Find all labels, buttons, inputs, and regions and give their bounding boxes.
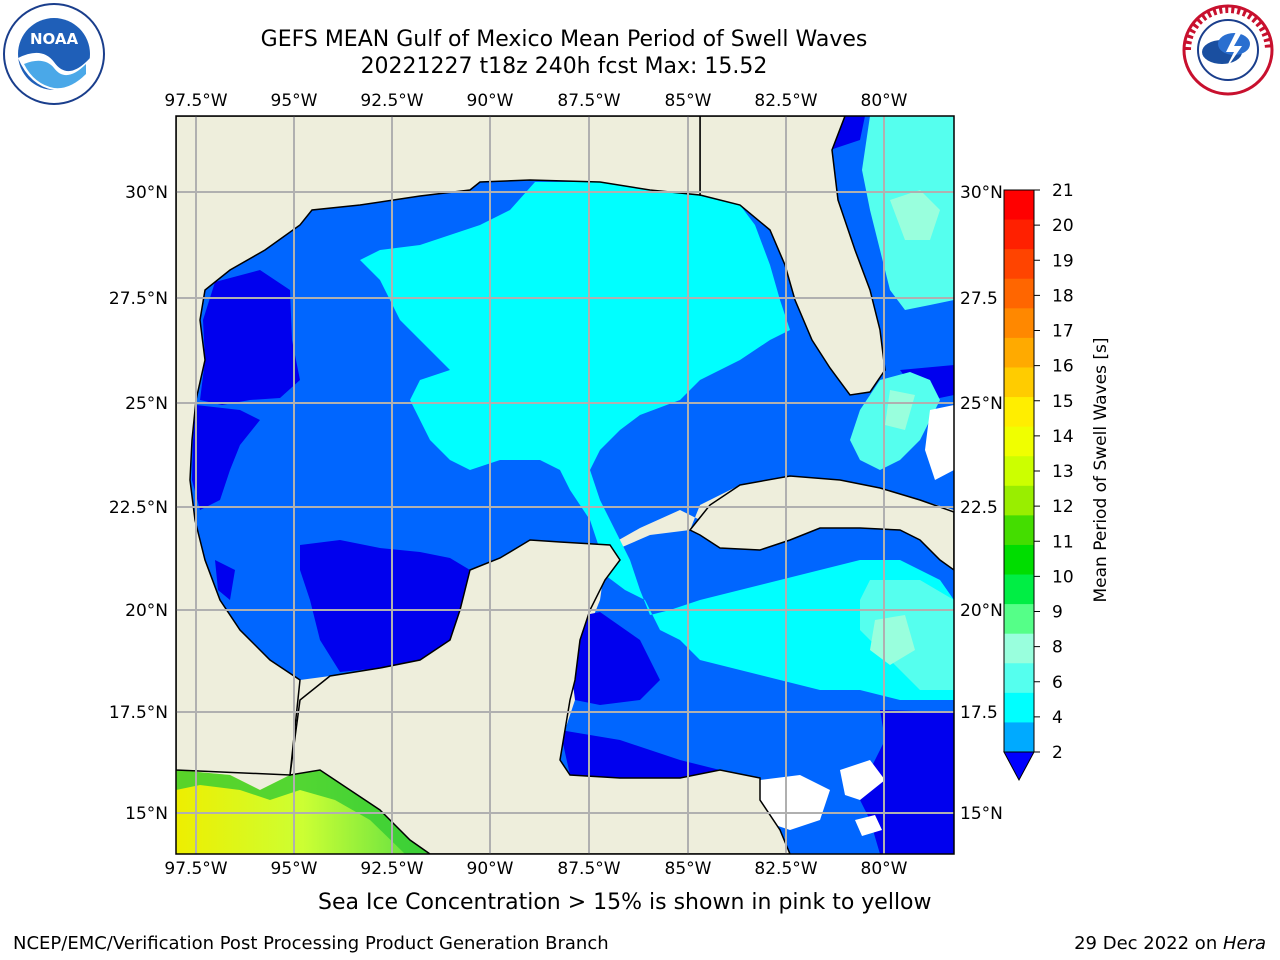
lat-label: 15°N: [960, 804, 1003, 824]
lat-label: 17.5°N: [109, 703, 168, 723]
colorbar-swatch: [1004, 663, 1034, 694]
chart-title: GEFS MEAN Gulf of Mexico Mean Period of …: [260, 27, 868, 52]
lon-label: 97.5°W: [164, 859, 227, 879]
date-text: 29 Dec 2022 on: [1074, 933, 1223, 954]
caribbean-deep-blue: [560, 116, 954, 854]
map-area: [176, 116, 954, 854]
colorbar-swatch: [1004, 190, 1034, 221]
colorbar-swatch: [1004, 604, 1034, 635]
lon-label: 92.5°W: [360, 859, 423, 879]
lat-label: 22.5: [960, 498, 998, 518]
gulf-deep-blue-west: [192, 270, 470, 672]
colorbar-swatch: [1004, 278, 1034, 309]
colorbar-tick-label: 9: [1052, 603, 1063, 623]
colorbar-swatch: [1004, 515, 1034, 546]
credit-line: NCEP/EMC/Verification Post Processing Pr…: [13, 933, 609, 954]
lon-label: 82.5°W: [754, 91, 817, 111]
colorbar-tick-label: 2: [1052, 743, 1063, 763]
noaa-logo-text: NOAA: [30, 30, 79, 48]
colorbar-swatch: [1004, 574, 1034, 605]
noaa-logo-icon: NOAA: [3, 3, 105, 105]
nws-logo-icon: [1182, 4, 1274, 96]
colorbar-tick-label: 11: [1052, 532, 1074, 552]
lat-label: 27.5°N: [109, 289, 168, 309]
colorbar-swatch: [1004, 426, 1034, 457]
colorbar-swatch: [1004, 219, 1034, 250]
colorbar-tick-label: 13: [1052, 462, 1074, 482]
lat-label: 25°N: [960, 394, 1003, 414]
lat-label: 30°N: [125, 183, 168, 203]
lon-label: 90°W: [467, 859, 514, 879]
gulf-cyan-central: [360, 182, 954, 700]
lat-labels-right: 30°N 27.5 25°N 22.5 20°N 17.5 15°N: [960, 183, 1003, 824]
graticule: [176, 116, 954, 854]
lon-label: 95°W: [271, 859, 318, 879]
colorbar-swatch: [1004, 397, 1034, 428]
lon-label: 80°W: [861, 859, 908, 879]
cuba-land: [688, 475, 954, 571]
colorbar-tick-label: 14: [1052, 427, 1074, 447]
colorbar-tick-label: 16: [1052, 357, 1074, 377]
colorbar-swatch: [1004, 367, 1034, 398]
lat-label: 22.5°N: [109, 498, 168, 518]
lat-label: 30°N: [960, 183, 1003, 203]
colorbar-swatch: [1004, 249, 1034, 280]
colorbar-extension: [1003, 751, 1035, 782]
colorbar-tick-label: 10: [1052, 567, 1074, 587]
lon-label: 87.5°W: [557, 859, 620, 879]
lon-label: 90°W: [467, 91, 514, 111]
colorbar-tick-label: 12: [1052, 497, 1074, 517]
florida-land: [699, 116, 886, 396]
colorbar: 21 20 19 18 17 16 15 14 13 12 11 10 9 8 6 4 2: [1003, 181, 1074, 782]
colorbar-swatch: [1004, 544, 1034, 576]
lat-label: 25°N: [125, 394, 168, 414]
lon-label: 82.5°W: [754, 859, 817, 879]
lat-label: 20°N: [125, 601, 168, 621]
colorbar-swatch: [1004, 308, 1034, 339]
colorbar-tick-label: 6: [1052, 673, 1063, 693]
lon-label: 80°W: [861, 91, 908, 111]
colorbar-tick-label: 20: [1052, 216, 1074, 236]
colorbar-swatch: [1004, 722, 1034, 753]
colorbar-tick-label: 18: [1052, 286, 1074, 306]
colorbar-tick-label: 19: [1052, 251, 1074, 271]
texas-louisiana-land: [176, 116, 701, 776]
lon-label: 85°W: [665, 859, 712, 879]
lon-labels-bottom: 97.5°W 95°W 92.5°W 90°W 87.5°W 85°W 82.5…: [164, 859, 907, 879]
chart-subtitle: 20221227 t18z 240h fcst Max: 15.52: [360, 54, 768, 79]
date-stamp: 29 Dec 2022 on Hera: [1074, 933, 1266, 954]
colorbar-tick-label: 17: [1052, 322, 1074, 342]
lon-label: 97.5°W: [164, 91, 227, 111]
lat-label: 15°N: [125, 804, 168, 824]
yucatan-land: [289, 539, 791, 854]
lat-labels-left: 30°N 27.5°N 25°N 22.5°N 20°N 17.5°N 15°N: [109, 183, 168, 824]
lat-label: 17.5: [960, 703, 998, 723]
colorbar-tick-label: 8: [1052, 638, 1063, 658]
lon-labels-top: 97.5°W 95°W 92.5°W 90°W 87.5°W 85°W 82.5…: [164, 91, 907, 111]
colorbar-swatch: [1004, 485, 1034, 516]
lon-label: 95°W: [271, 91, 318, 111]
lon-label: 85°W: [665, 91, 712, 111]
lon-label: 87.5°W: [557, 91, 620, 111]
colorbar-swatch: [1004, 633, 1034, 664]
ice-note: Sea Ice Concentration > 15% is shown in …: [318, 890, 932, 915]
host-name: Hera: [1222, 933, 1266, 954]
colorbar-swatch: [1004, 337, 1034, 368]
map-frame: [175, 115, 955, 855]
colorbar-swatch: [1004, 692, 1034, 723]
colorbar-label: Mean Period of Swell Waves [s]: [1091, 338, 1111, 603]
lon-label: 92.5°W: [360, 91, 423, 111]
lat-label: 27.5: [960, 289, 998, 309]
colorbar-tick-label: 15: [1052, 392, 1074, 412]
colorbar-tick-label: 4: [1052, 708, 1063, 728]
colorbar-swatch: [1004, 456, 1034, 487]
lat-label: 20°N: [960, 601, 1003, 621]
atlantic-pale-cyan: [870, 190, 940, 665]
colorbar-tick-label: 21: [1052, 181, 1074, 201]
